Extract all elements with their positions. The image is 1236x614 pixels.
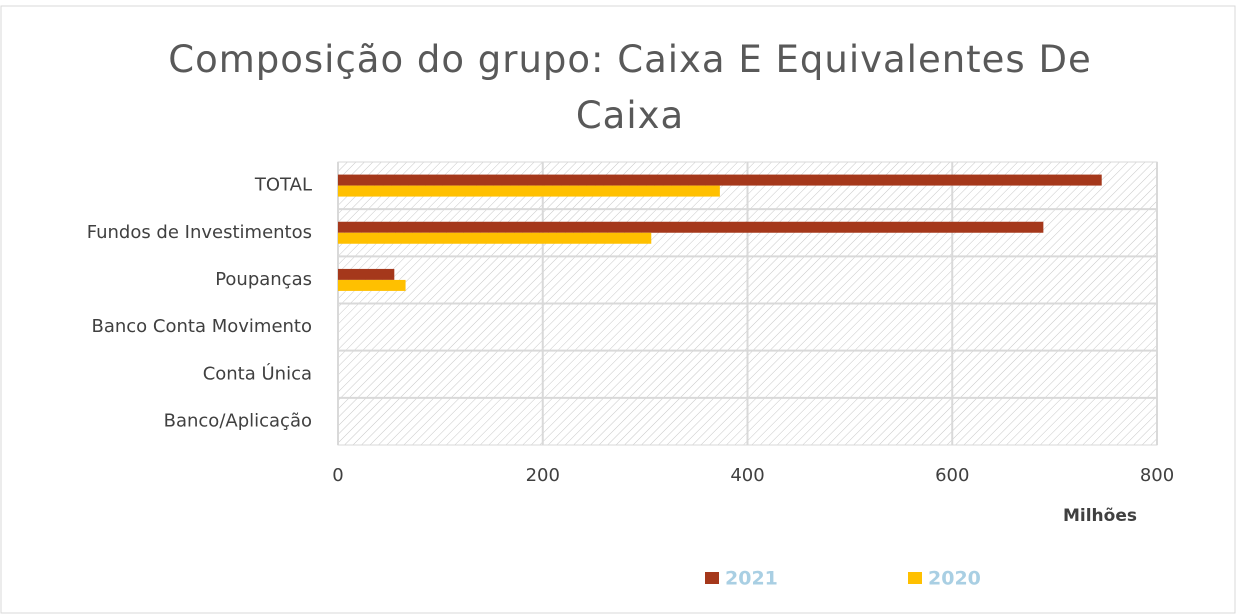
- y-tick-label: Fundos de Investimentos: [87, 222, 312, 243]
- bar: [338, 268, 395, 280]
- legend-label: 2021: [725, 568, 778, 590]
- x-tick-label: 0: [332, 465, 343, 486]
- bar: [338, 221, 1044, 233]
- legend-swatch: [705, 572, 719, 584]
- y-tick-label: Banco/Aplicação: [164, 410, 312, 431]
- bar: [338, 279, 406, 291]
- legend-swatch: [908, 572, 922, 584]
- x-tick-label: 400: [730, 465, 764, 486]
- chart-title: Composição do grupo: Caixa E Equivalente…: [168, 38, 1092, 137]
- x-tick-label: 800: [1140, 465, 1174, 486]
- bar: [338, 185, 720, 197]
- bar: [338, 232, 652, 244]
- y-tick-label: Banco Conta Movimento: [92, 316, 313, 337]
- legend-label: 2020: [928, 568, 981, 590]
- bar: [338, 174, 1102, 186]
- x-tick-label: 600: [935, 465, 969, 486]
- y-tick-label: Poupanças: [215, 269, 312, 290]
- x-axis-label: Milhões: [1063, 506, 1137, 526]
- x-tick-label: 200: [526, 465, 560, 486]
- y-tick-label: TOTAL: [254, 175, 312, 196]
- chart-border: [0, 5, 1236, 614]
- y-tick-label: Conta Única: [203, 362, 312, 384]
